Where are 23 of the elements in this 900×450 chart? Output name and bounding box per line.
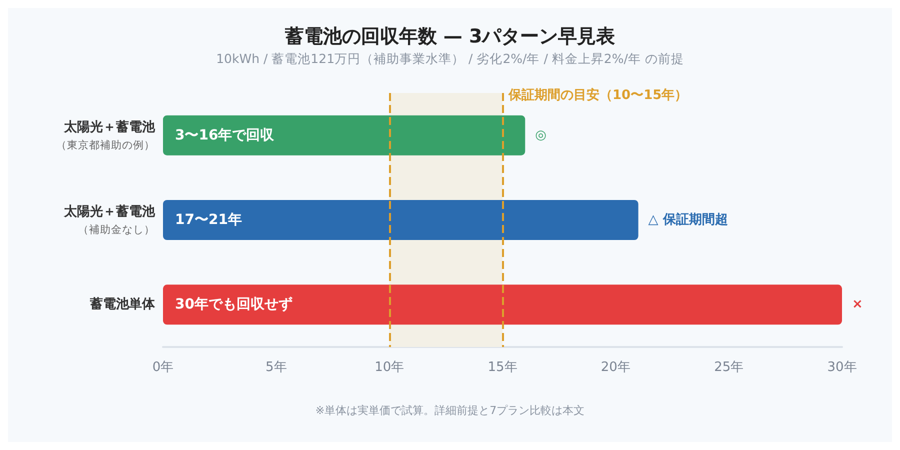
annotation: △ 保証期間超 xyxy=(648,212,728,228)
y-tick-label: 太陽光＋蓄電池（補助金なし） xyxy=(63,204,156,236)
x-tick-label: 0年 xyxy=(152,360,174,375)
data-label: 3〜16年で回収 xyxy=(175,127,276,144)
x-tick-label: 15年 xyxy=(488,360,518,375)
data-label: 30年でも回収せず xyxy=(175,296,292,313)
chart-subtitle: 10kWh / 蓄電池121万円（補助事業水準） / 劣化2%/年 / 料金上昇2%/年 の前提 xyxy=(216,51,684,66)
text: ※単体は実単価で試算。詳細前提と7プラン比較は本文 xyxy=(315,404,585,417)
chart-title: 蓄電池の回収年数 — 3パターン早見表 xyxy=(284,26,616,48)
annotation: ◎ xyxy=(535,128,546,143)
x-tick-label: 20年 xyxy=(600,360,630,375)
y-tick-label: 蓄電池単体 xyxy=(89,296,156,312)
bar xyxy=(163,284,842,325)
band-label: 保証期間の目安（10〜15年） xyxy=(508,87,688,103)
x-tick-label: 25年 xyxy=(714,360,744,375)
annotation: × xyxy=(852,297,863,312)
y-tick-label: 太陽光＋蓄電池（東京都補助の例） xyxy=(56,118,156,152)
x-tick-label: 30年 xyxy=(827,360,857,375)
data-label: 17〜21年 xyxy=(175,212,242,228)
x-tick-label: 10年 xyxy=(374,360,404,375)
bar xyxy=(163,115,526,156)
x-tick-label: 5年 xyxy=(266,360,287,375)
bar xyxy=(163,200,638,240)
